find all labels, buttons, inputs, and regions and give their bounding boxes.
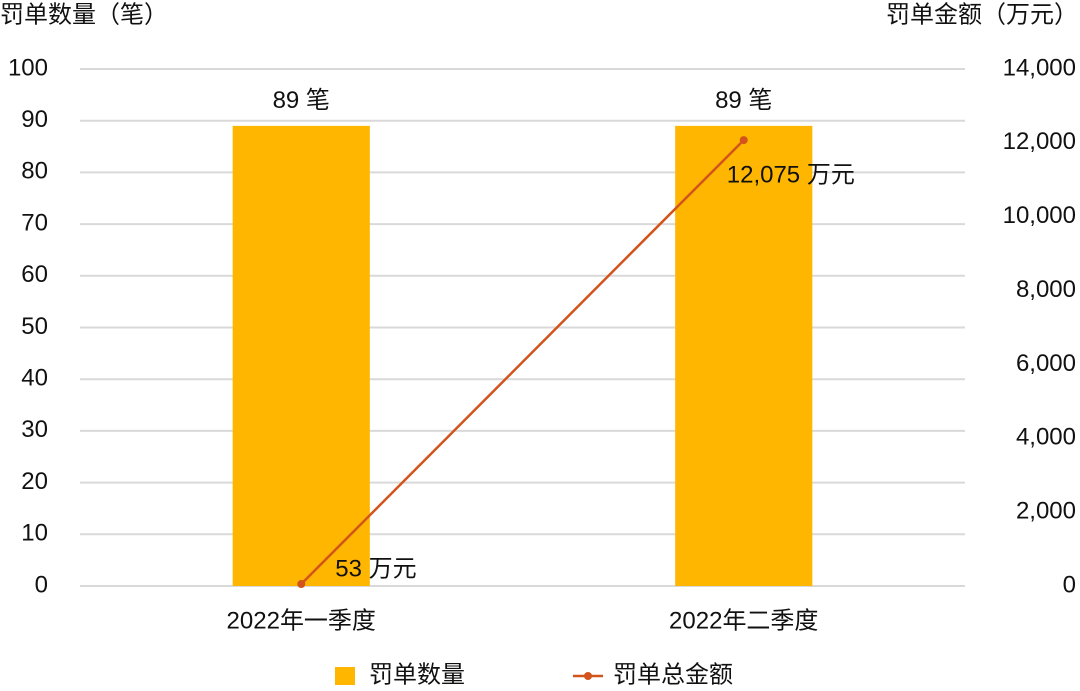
y-tick-label: 40 [21,365,48,392]
value-label: 89 笔 [715,87,772,114]
y-tick-label: 80 [21,158,48,185]
y2-axis-title: 罚单金额（万元） [886,1,1078,28]
x-tick-label: 2022年一季度 [227,607,376,634]
line [300,139,745,585]
value-label: 12,075 万元 [727,161,855,188]
y2-tick-label: 2,000 [1016,497,1076,524]
legend-swatch [335,667,355,685]
y2-tick-label: 10,000 [1003,202,1076,229]
legend-label: 罚单数量 [369,661,465,688]
legend-label: 罚单总金额 [613,661,733,688]
bar [232,125,370,587]
y-tick-label: 0 [35,571,48,598]
bar [675,125,813,587]
y-tick-label: 30 [21,416,48,443]
y-tick-label: 50 [21,313,48,340]
line-marker [297,580,306,589]
x-tick-label: 2022年二季度 [669,607,818,634]
y2-tick-label: 8,000 [1016,276,1076,303]
y2-tick-label: 4,000 [1016,424,1076,451]
line-marker [739,136,748,145]
y-tick-label: 20 [21,468,48,495]
y-tick-label: 60 [21,261,48,288]
y2-tick-label: 0 [1063,571,1076,598]
value-label: 53 万元 [335,555,416,582]
value-label: 89 笔 [273,87,330,114]
y-tick-label: 90 [21,106,48,133]
y-tick-label: 70 [21,209,48,236]
y-tick-label: 10 [21,520,48,547]
y2-tick-label: 12,000 [1003,128,1076,155]
y2-tick-label: 6,000 [1016,350,1076,377]
y-tick-label: 100 [8,54,48,81]
legend-swatch-marker [584,672,592,680]
y-axis-title: 罚单数量（笔） [0,1,168,28]
y2-tick-label: 14,000 [1003,54,1076,81]
